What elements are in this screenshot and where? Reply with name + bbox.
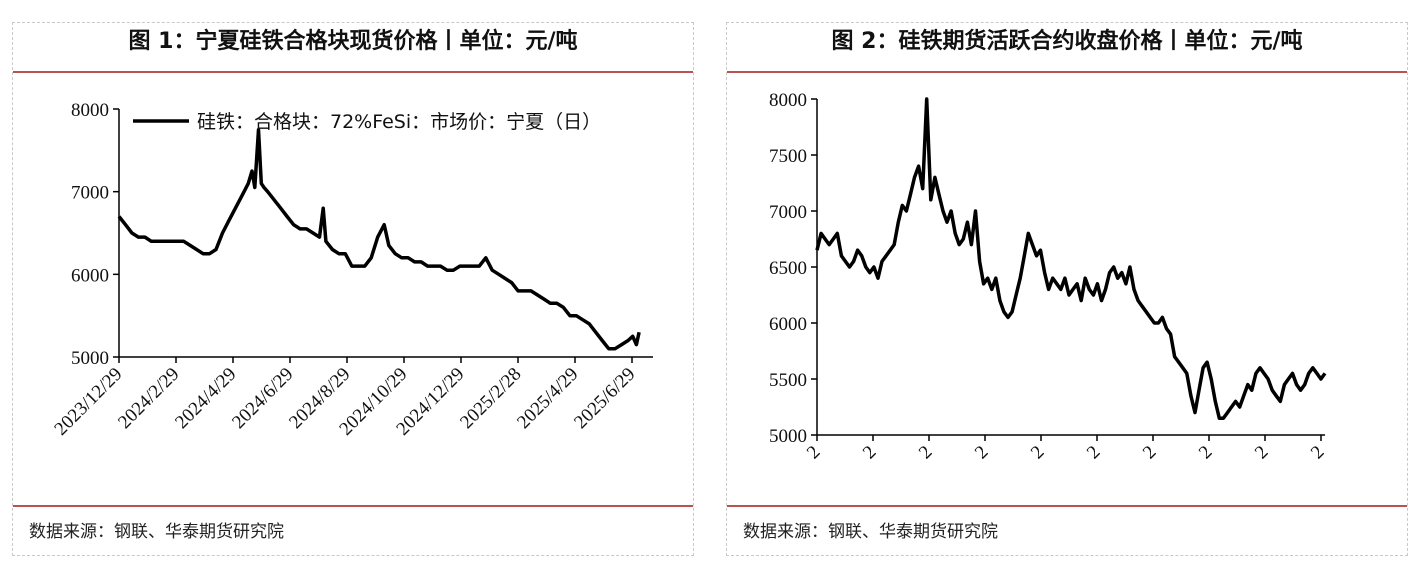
x-tick-label: 2025/2/28 bbox=[456, 364, 525, 433]
x-tick-label: 2 bbox=[1251, 442, 1273, 464]
x-tick-label: 2 bbox=[803, 442, 825, 464]
x-tick-label: 2 bbox=[971, 442, 993, 464]
chart-title-1: 图 1：宁夏硅铁合格块现货价格丨单位：元/吨 bbox=[128, 29, 578, 54]
chart-1-svg: 50006000700080002023/12/292024/2/292024/… bbox=[50, 100, 653, 440]
title-divider-2 bbox=[727, 71, 1407, 73]
legend-label: 硅铁：合格块：72%FeSi：市场价：宁夏（日） bbox=[197, 111, 601, 133]
series-line bbox=[117, 127, 641, 351]
y-tick-label: 7000 bbox=[71, 183, 109, 204]
x-tick-label: 2025/4/29 bbox=[513, 364, 582, 433]
y-tick-label: 7500 bbox=[769, 146, 807, 167]
y-tick-label: 8000 bbox=[71, 100, 109, 121]
y-tick-label: 6500 bbox=[769, 258, 807, 279]
x-tick-label: 2023/12/29 bbox=[50, 364, 126, 440]
x-tick-label: 2 bbox=[1139, 442, 1161, 464]
source-note-2: 数据来源：钢联、华泰期货研究院 bbox=[743, 522, 998, 542]
source-note-1: 数据来源：钢联、华泰期货研究院 bbox=[29, 522, 284, 542]
y-tick-label: 5000 bbox=[71, 348, 109, 369]
x-tick-label: 2024/4/29 bbox=[171, 364, 240, 433]
chart-area-2: 5000 5500 6000 6500 7000 7500 8000 2 2 2 2 2 2 2 2 2 2 bbox=[727, 75, 1409, 503]
chart-panel-2: 图 2：硅铁期货活跃合约收盘价格丨单位：元/吨 5000 5500 6000 6500… bbox=[726, 22, 1408, 556]
x-tick-label: 2024/2/29 bbox=[114, 364, 183, 433]
x-tick-label: 2 bbox=[1027, 442, 1049, 464]
y-tick-label: 6000 bbox=[71, 265, 109, 286]
x-tick-label: 2 bbox=[1307, 442, 1329, 464]
y-tick-label: 5500 bbox=[769, 370, 807, 391]
series-line bbox=[815, 97, 1327, 420]
x-tick-label: 2 bbox=[1195, 442, 1217, 464]
x-tick-label: 2024/6/29 bbox=[228, 364, 297, 433]
y-tick-label: 6000 bbox=[769, 314, 807, 335]
x-tick-label: 2 bbox=[1083, 442, 1105, 464]
title-divider-1 bbox=[13, 71, 693, 73]
x-tick-label: 2025/6/29 bbox=[570, 364, 639, 433]
source-divider-1 bbox=[13, 505, 693, 507]
source-divider-2 bbox=[727, 505, 1407, 507]
chart-area-1: 5000 6000 7000 8000 2023/12/29 2024/2/29 2024/… bbox=[13, 75, 695, 503]
chart-title-2: 图 2：硅铁期货活跃合约收盘价格丨单位：元/吨 bbox=[831, 29, 1303, 54]
y-tick-label: 8000 bbox=[769, 90, 807, 111]
x-tick-label: 2 bbox=[859, 442, 881, 464]
x-tick-label: 2 bbox=[915, 442, 937, 464]
y-tick-label: 5000 bbox=[769, 426, 807, 447]
y-tick-label: 7000 bbox=[769, 202, 807, 223]
chart-panel-1: 图 1：宁夏硅铁合格块现货价格丨单位：元/吨 5000 6000 7000 8000 2… bbox=[12, 22, 694, 556]
chart-2-svg: 5000 5500 6000 6500 7000 7500 8000 2 2 2 2 2 2 2 2 2 2 bbox=[769, 90, 1329, 464]
